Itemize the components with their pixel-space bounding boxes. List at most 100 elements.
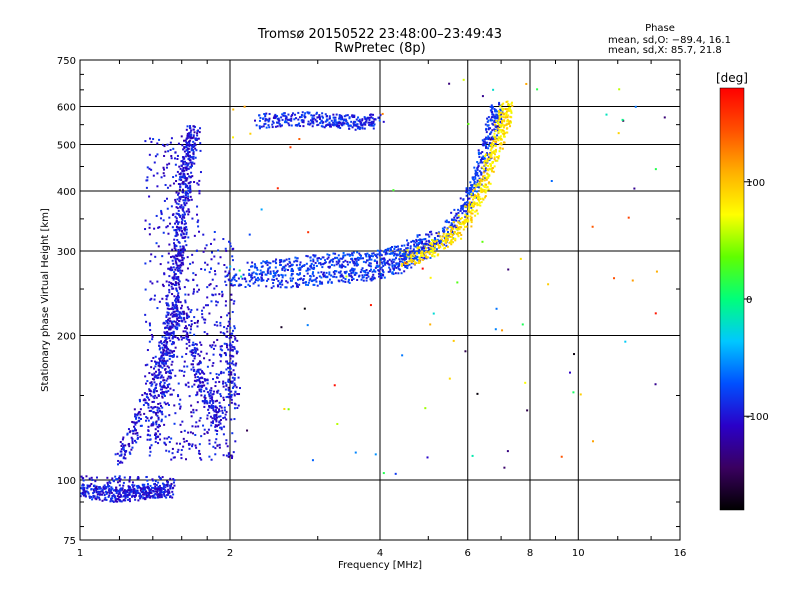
echo-point bbox=[148, 322, 151, 325]
echo-point bbox=[190, 353, 193, 356]
echo-point bbox=[282, 114, 285, 117]
echo-point bbox=[183, 139, 186, 142]
echo-point bbox=[161, 346, 164, 349]
echo-point bbox=[185, 168, 188, 171]
echo-point bbox=[445, 244, 448, 247]
echo-point bbox=[201, 316, 204, 319]
echo-point bbox=[279, 286, 282, 289]
echo-point bbox=[187, 135, 190, 138]
echo-point bbox=[177, 382, 180, 385]
echo-point bbox=[231, 376, 234, 379]
echo-point bbox=[346, 263, 349, 266]
x-tick-label: 8 bbox=[527, 548, 533, 559]
echo-point bbox=[161, 392, 164, 395]
echo-point bbox=[281, 268, 284, 271]
echo-point bbox=[283, 407, 286, 410]
echo-point bbox=[477, 164, 480, 167]
echo-point bbox=[418, 259, 421, 262]
echo-point bbox=[174, 151, 177, 154]
echo-point bbox=[146, 363, 149, 366]
echo-point bbox=[150, 424, 153, 427]
echo-point bbox=[486, 124, 489, 127]
echo-point bbox=[204, 261, 207, 264]
echo-point bbox=[189, 181, 192, 184]
echo-point bbox=[183, 213, 186, 216]
echo-point bbox=[190, 363, 193, 366]
echo-point bbox=[168, 490, 171, 493]
echo-point bbox=[340, 114, 343, 117]
echo-point bbox=[502, 112, 505, 115]
echo-point bbox=[161, 406, 164, 409]
echo-point bbox=[395, 263, 398, 266]
echo-point bbox=[423, 257, 426, 260]
echo-point bbox=[492, 150, 495, 153]
echo-point bbox=[175, 313, 178, 316]
echo-point bbox=[121, 487, 124, 490]
echo-point bbox=[133, 427, 136, 430]
echo-point bbox=[457, 211, 460, 214]
echo-point bbox=[502, 116, 505, 119]
echo-point bbox=[476, 202, 479, 205]
echo-point bbox=[108, 494, 111, 497]
echo-point bbox=[500, 130, 503, 133]
echo-point bbox=[325, 276, 328, 279]
echo-point bbox=[269, 262, 272, 265]
echo-point bbox=[191, 385, 194, 388]
echo-point bbox=[506, 120, 509, 123]
echo-point bbox=[232, 329, 235, 332]
echo-point bbox=[312, 271, 315, 274]
echo-point bbox=[319, 282, 322, 285]
echo-point bbox=[224, 304, 227, 307]
echo-point bbox=[341, 116, 344, 119]
echo-point bbox=[167, 304, 170, 307]
echo-point bbox=[267, 120, 270, 123]
echo-point bbox=[171, 490, 174, 493]
echo-point bbox=[342, 276, 345, 279]
echo-point bbox=[297, 273, 300, 276]
echo-point bbox=[335, 270, 338, 273]
echo-point bbox=[476, 212, 479, 215]
echo-point bbox=[174, 215, 177, 218]
echo-point bbox=[461, 208, 464, 211]
echo-point bbox=[486, 117, 489, 120]
echo-point bbox=[268, 266, 271, 269]
echo-point bbox=[178, 260, 181, 263]
echo-point bbox=[320, 276, 323, 279]
echo-point bbox=[267, 261, 270, 264]
echo-point bbox=[174, 281, 177, 284]
echo-point bbox=[368, 255, 371, 258]
echo-point bbox=[122, 481, 125, 484]
echo-point bbox=[464, 215, 467, 218]
echo-point bbox=[480, 201, 483, 204]
echo-point bbox=[103, 498, 106, 501]
echo-point bbox=[187, 147, 190, 150]
echo-point bbox=[161, 391, 164, 394]
echo-point bbox=[229, 365, 232, 368]
echo-point bbox=[258, 125, 261, 128]
echo-point bbox=[133, 490, 136, 493]
echo-point bbox=[493, 144, 496, 147]
echo-point bbox=[496, 129, 499, 132]
echo-point bbox=[375, 254, 378, 257]
echo-point bbox=[373, 118, 376, 121]
echo-point bbox=[317, 271, 320, 274]
echo-point bbox=[220, 406, 223, 409]
echo-point bbox=[180, 304, 183, 307]
echo-point bbox=[144, 364, 147, 367]
echo-point bbox=[312, 260, 315, 263]
echo-point bbox=[198, 360, 201, 363]
echo-point bbox=[178, 165, 181, 168]
echo-point bbox=[476, 392, 479, 395]
echo-point bbox=[254, 272, 257, 275]
echo-point bbox=[462, 78, 465, 81]
echo-point bbox=[120, 444, 123, 447]
echo-point bbox=[199, 149, 202, 152]
colorbar-tick-label: -100 bbox=[746, 412, 769, 423]
echo-point bbox=[182, 156, 185, 159]
echo-point bbox=[104, 486, 107, 489]
echo-point bbox=[235, 273, 238, 276]
echo-point bbox=[397, 267, 400, 270]
echo-point bbox=[188, 447, 191, 450]
echo-point bbox=[494, 125, 497, 128]
echo-point bbox=[388, 263, 391, 266]
